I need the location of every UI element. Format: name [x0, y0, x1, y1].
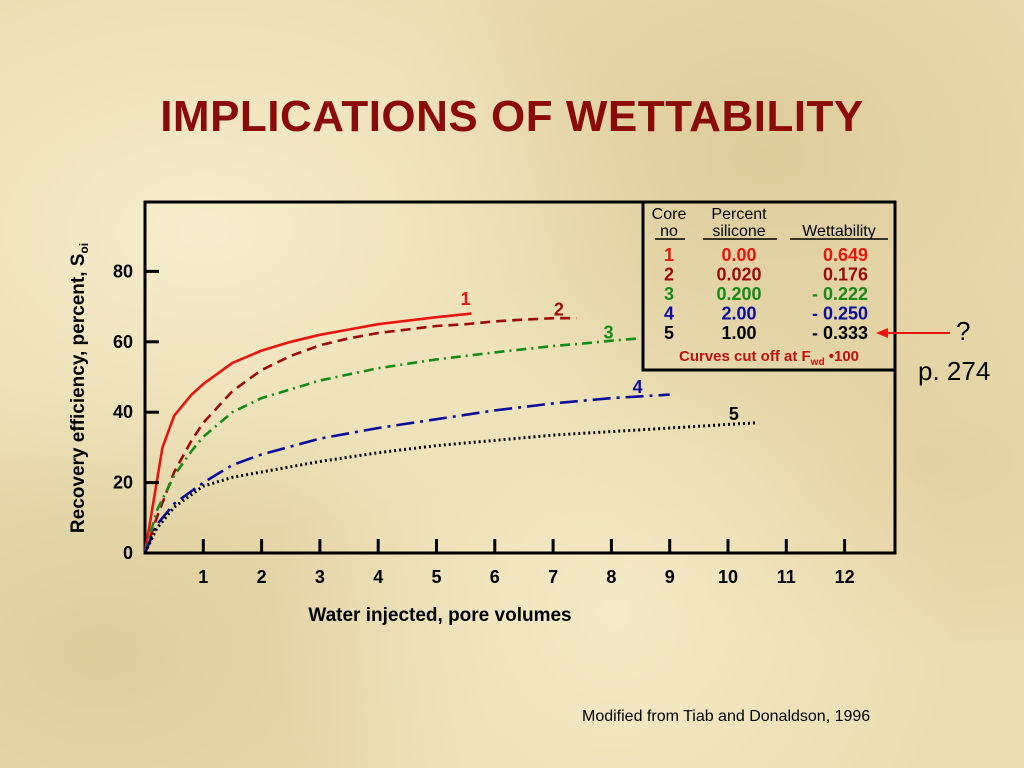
- legend-wettability-3: - 0.222: [812, 284, 868, 304]
- y-axis-label: Recovery efficiency, percent, Soi: [68, 243, 91, 533]
- y-tick-label: 20: [113, 473, 133, 493]
- pointer-arrow-head: [876, 328, 888, 338]
- legend-header-wettability: Wettability: [802, 223, 876, 240]
- series-label-core-1: 1: [461, 289, 471, 309]
- x-tick-label: 9: [665, 567, 675, 587]
- page-title: IMPLICATIONS OF WETTABILITY: [160, 92, 864, 141]
- x-tick-label: 4: [373, 567, 383, 587]
- legend-wettability-2: 0.176: [823, 265, 868, 285]
- legend-wettability-1: 0.649: [823, 245, 868, 265]
- legend-core-1: 1: [664, 245, 674, 265]
- x-tick-label: 10: [718, 567, 738, 587]
- legend-silicone-1: 0.00: [721, 245, 756, 265]
- y-tick-label: 80: [113, 261, 133, 281]
- x-tick-label: 7: [548, 567, 558, 587]
- y-tick-label: 60: [113, 332, 133, 352]
- legend-silicone-5: 1.00: [721, 323, 756, 343]
- legend-core-3: 3: [664, 284, 674, 304]
- plot-frame: [143, 200, 897, 555]
- legend-header-percent: Percent: [711, 206, 767, 223]
- series-line-core-4: [143, 393, 670, 554]
- x-tick-label: 1: [198, 567, 208, 587]
- series-line-core-1: [143, 312, 472, 554]
- series-label-core-2: 2: [554, 299, 564, 319]
- legend-core-5: 5: [664, 323, 674, 343]
- legend-footnote: Curves cut off at Fwd •100: [679, 348, 859, 368]
- legend-silicone-4: 2.00: [721, 304, 756, 324]
- legend-silicone-2: 0.020: [716, 265, 761, 285]
- series-line-core-3: [143, 337, 641, 554]
- series-line-core-2: [143, 316, 577, 554]
- page-reference: p. 274: [918, 356, 991, 386]
- x-tick-label: 6: [490, 567, 500, 587]
- legend-wettability-5: - 0.333: [812, 323, 868, 343]
- x-axis-label: Water injected, pore volumes: [308, 605, 571, 626]
- y-tick-label: 0: [123, 543, 133, 563]
- series-line-core-5: [143, 421, 758, 554]
- legend-header-no: no: [660, 223, 678, 240]
- legend-wettability-4: - 0.250: [812, 304, 868, 324]
- question-mark: ?: [956, 316, 971, 346]
- y-tick-label: 40: [113, 402, 133, 422]
- series-label-core-5: 5: [729, 404, 739, 424]
- legend-core-2: 2: [664, 265, 674, 285]
- legend-box: [641, 200, 897, 372]
- credit-note: Modified from Tiab and Donaldson, 1996: [582, 708, 871, 725]
- legend-silicone-3: 0.200: [716, 284, 761, 304]
- legend-header-core: Core: [652, 206, 687, 223]
- series-label-core-4: 4: [633, 377, 643, 397]
- x-tick-label: 11: [777, 567, 796, 587]
- x-tick-label: 5: [431, 567, 441, 587]
- legend-header-silicone: silicone: [712, 223, 765, 240]
- legend-core-4: 4: [664, 304, 674, 324]
- x-tick-label: 8: [606, 567, 616, 587]
- series-label-core-3: 3: [603, 322, 613, 342]
- x-tick-label: 2: [257, 567, 267, 587]
- x-tick-label: 3: [315, 567, 325, 587]
- x-tick-label: 12: [835, 567, 855, 587]
